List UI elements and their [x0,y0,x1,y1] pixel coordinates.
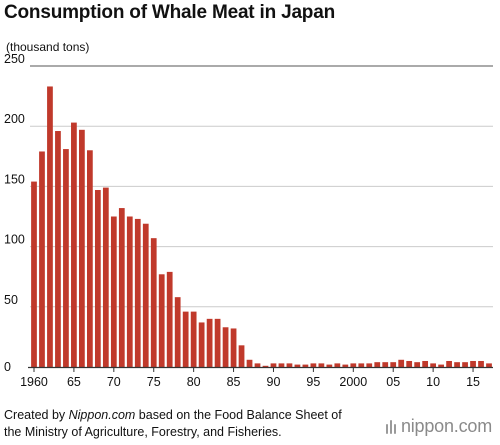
x-tick-label: 65 [67,375,81,389]
bar-1987 [246,359,253,367]
bar-2001 [358,363,365,367]
bar-1976 [158,274,165,367]
bar-2017 [486,363,492,367]
bar-1998 [334,363,341,367]
x-tick-label: 15 [466,375,480,389]
nippon-logo-mark-icon [385,419,397,434]
bar-1972 [126,216,133,367]
bars [31,86,492,367]
y-tick-label: 100 [4,233,25,247]
source-suffix: based on the Food Balance Sheet of [135,408,342,422]
bar-1965 [71,122,77,367]
bar-1964 [63,149,69,367]
x-tick-label: 70 [107,375,121,389]
chart-title: Consumption of Whale Meat in Japan [4,2,335,23]
bar-1985 [230,328,237,367]
y-tick-label: 0 [4,360,11,374]
source-credit-line-2: the Ministry of Agriculture, Forestry, a… [4,425,282,439]
bar-chart: 0 50 100 150 200 250 1960 65 70 75 80 85 90 95 2000 05… [4,52,493,389]
bar-1991 [278,363,285,367]
bar-1963 [55,131,61,367]
source-name: Nippon.com [68,408,136,422]
bar-1988 [254,363,261,367]
bar-2012 [446,360,452,367]
bar-1961 [39,151,45,367]
source-prefix: Created by [4,408,69,422]
bar-1995 [310,363,317,367]
bar-1975 [150,238,157,367]
bar-2004 [382,362,389,367]
bar-1979 [182,311,189,367]
bar-2006 [398,359,405,367]
bar-1978 [174,297,181,367]
source-credit-line-1: Created by Nippon.com based on the Food … [4,407,342,424]
bar-2000 [350,363,357,367]
bar-1966 [79,129,85,367]
bar-1989 [262,365,269,367]
y-axis-unit-label: (thousand tons) [6,40,90,54]
source-credit: Created by Nippon.com based on the Food … [4,407,342,441]
bar-1999 [342,364,349,367]
bar-1993 [294,364,301,367]
y-tick-label: 200 [4,112,25,126]
bar-2008 [414,362,421,367]
bar-1973 [134,218,141,367]
bar-1971 [118,208,125,367]
bar-2009 [422,360,429,367]
bar-1977 [166,271,173,367]
bar-1997 [326,364,333,367]
bar-1980 [190,311,197,367]
x-tick-label: 2000 [339,375,367,389]
bar-2011 [438,364,444,367]
bar-1967 [87,150,93,367]
bar-2003 [374,362,381,367]
bar-1974 [142,223,149,367]
bar-2002 [366,363,373,367]
bar-1986 [238,345,245,367]
x-tick-label: 95 [306,375,320,389]
y-tick-label: 50 [4,293,18,307]
bar-1969 [102,187,109,367]
bar-1984 [222,327,229,367]
bar-2015 [470,360,476,367]
bar-1970 [110,216,117,367]
x-tick-label: 75 [147,375,161,389]
bar-2014 [462,362,468,367]
bar-1990 [270,363,277,367]
y-tick-label: 250 [4,52,25,66]
x-tick-label: 90 [267,375,281,389]
bar-1981 [198,322,205,367]
bar-2016 [478,360,484,367]
x-tick-label: 80 [187,375,201,389]
logo-text: nippon.com [400,416,492,436]
bar-1982 [206,318,213,367]
nippon-com-logo: nippon.com [385,416,492,437]
y-tick-label: 150 [4,172,25,186]
x-tick-label: 85 [227,375,241,389]
bar-1983 [214,318,221,367]
bar-2010 [430,363,437,367]
bar-1968 [94,190,101,367]
x-tick-labels: 1960 65 70 75 80 85 90 95 2000 05 10 15 [20,367,480,389]
bar-1960 [31,181,37,367]
bar-1962 [47,86,53,367]
x-tick-label: 1960 [20,375,48,389]
bar-1996 [318,363,325,367]
y-tick-labels: 0 50 100 150 200 250 [4,52,25,374]
x-tick-label: 05 [386,375,400,389]
x-tick-label: 10 [426,375,440,389]
bar-2013 [454,362,460,367]
bar-2005 [390,362,397,367]
bar-2007 [406,360,413,367]
bar-1994 [302,364,309,367]
bar-1992 [286,363,293,367]
